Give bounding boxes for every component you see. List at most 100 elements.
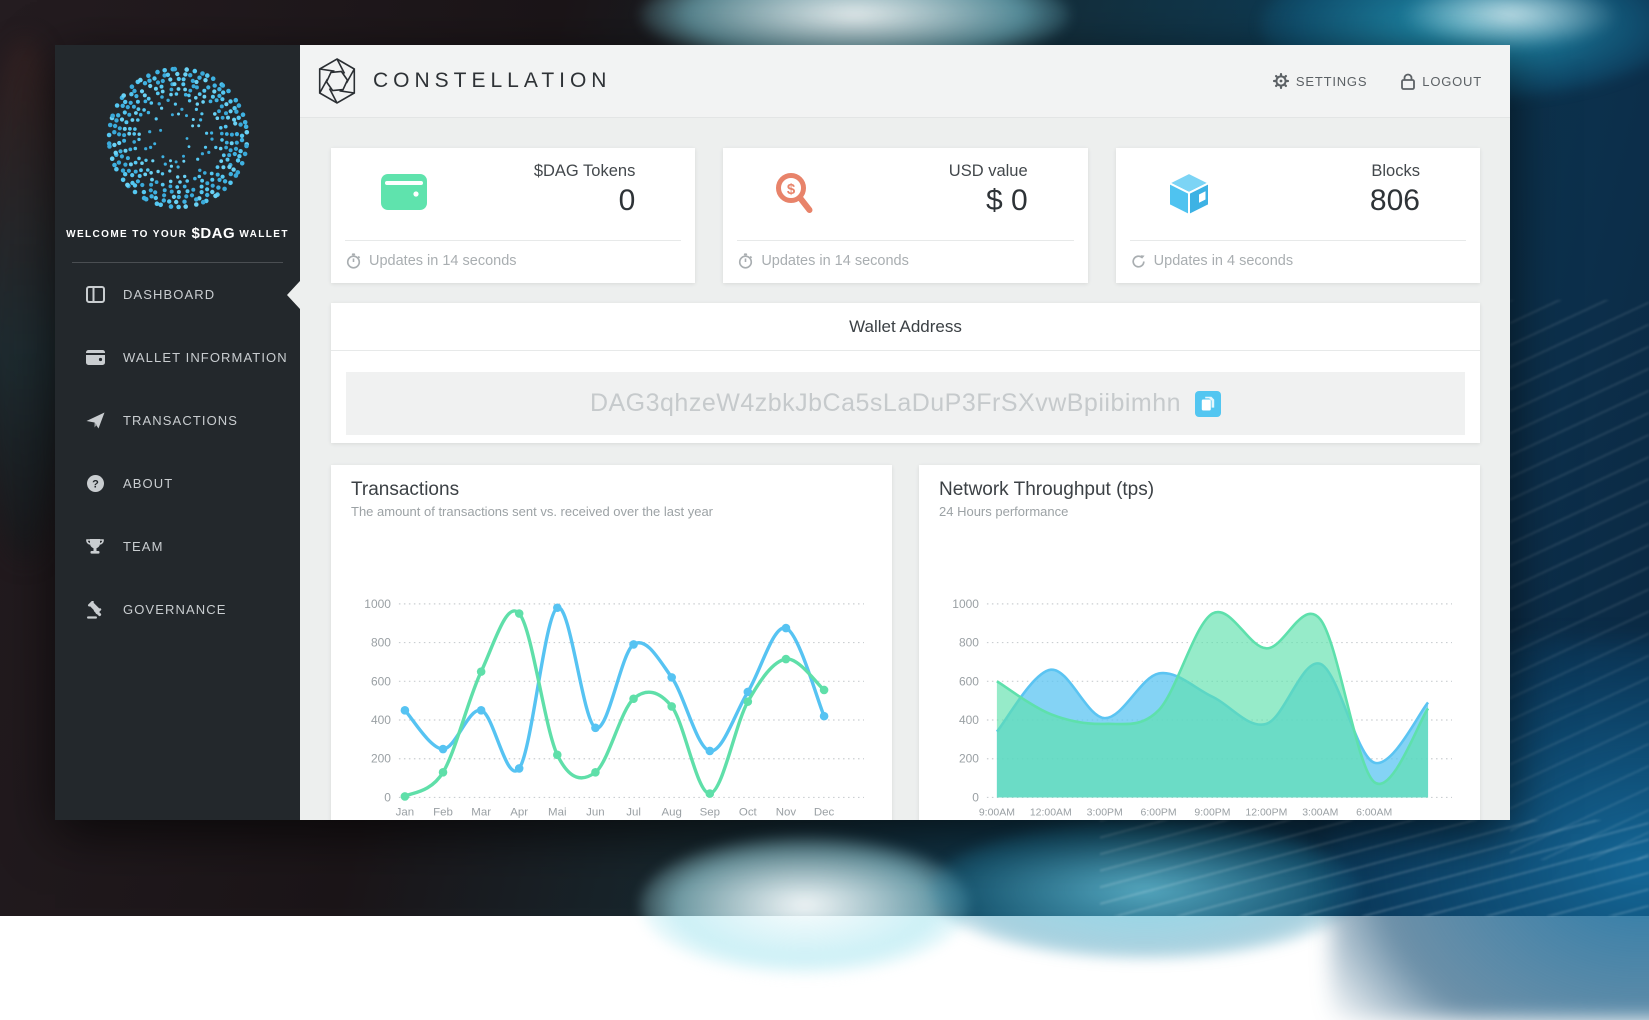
sidebar-item-label: TEAM bbox=[123, 539, 164, 554]
stat-value: 0 bbox=[534, 184, 636, 218]
dag-dotted-sphere-logo bbox=[103, 63, 253, 213]
welcome-suffix: WALLET bbox=[239, 229, 289, 240]
svg-text:1000: 1000 bbox=[364, 597, 391, 611]
sidebar-item-dashboard[interactable]: DASHBOARD bbox=[55, 263, 300, 326]
svg-text:9:00PM: 9:00PM bbox=[1194, 807, 1230, 818]
gavel-icon bbox=[85, 601, 105, 619]
throughput-chart-subtitle: 24 Hours performance bbox=[939, 504, 1460, 519]
throughput-chart-card: Network Throughput (tps) 24 Hours perfor… bbox=[919, 465, 1480, 820]
svg-text:600: 600 bbox=[371, 674, 391, 688]
svg-text:Feb: Feb bbox=[433, 806, 453, 818]
update-text: Updates in 4 seconds bbox=[1154, 253, 1293, 269]
sidebar-item-label: TRANSACTIONS bbox=[123, 413, 238, 428]
dashboard-scroll-area: $DAG Tokens 0 Updates in 14 seconds $ bbox=[300, 118, 1510, 820]
transactions-chart-subtitle: The amount of transactions sent vs. rece… bbox=[351, 504, 872, 519]
stat-label: USD value bbox=[949, 162, 1028, 181]
stopwatch-icon bbox=[738, 253, 753, 269]
stat-label: $DAG Tokens bbox=[534, 162, 636, 181]
svg-text:Oct: Oct bbox=[739, 806, 758, 818]
transactions-chart-card: Transactions The amount of transactions … bbox=[331, 465, 892, 820]
settings-label: SETTINGS bbox=[1296, 74, 1367, 89]
wallet-app-window: WELCOME TO YOUR $DAG WALLET DASHBOARD WA… bbox=[55, 45, 1510, 820]
sidebar-item-label: GOVERNANCE bbox=[123, 602, 226, 617]
sidebar: WELCOME TO YOUR $DAG WALLET DASHBOARD WA… bbox=[55, 45, 300, 820]
svg-text:$: $ bbox=[787, 181, 796, 198]
update-text: Updates in 14 seconds bbox=[761, 253, 909, 269]
svg-text:12:00PM: 12:00PM bbox=[1245, 807, 1287, 818]
sidebar-item-wallet-information[interactable]: WALLET INFORMATION bbox=[55, 326, 300, 389]
send-icon bbox=[85, 412, 105, 429]
svg-text:6:00PM: 6:00PM bbox=[1141, 807, 1177, 818]
update-text: Updates in 14 seconds bbox=[369, 253, 517, 269]
svg-text:3:00AM: 3:00AM bbox=[1302, 807, 1338, 818]
active-item-arrow bbox=[287, 281, 300, 309]
stat-card-usd-value: $ USD value $ 0 Updates in 14 seconds bbox=[723, 148, 1087, 283]
svg-text:200: 200 bbox=[959, 752, 979, 766]
svg-text:800: 800 bbox=[959, 636, 979, 650]
wallet-icon bbox=[381, 172, 427, 217]
svg-text:Aug: Aug bbox=[661, 806, 681, 818]
constellation-hexagon-logo bbox=[315, 57, 359, 105]
welcome-prefix: WELCOME TO YOUR bbox=[66, 229, 187, 240]
svg-text:Nov: Nov bbox=[776, 806, 797, 818]
svg-text:800: 800 bbox=[371, 636, 391, 650]
wallet-icon bbox=[85, 350, 105, 365]
logout-label: LOGOUT bbox=[1422, 74, 1482, 89]
svg-text:Mar: Mar bbox=[471, 806, 491, 818]
card-divider bbox=[331, 350, 1480, 351]
stat-card-dag-tokens: $DAG Tokens 0 Updates in 14 seconds bbox=[331, 148, 695, 283]
svg-text:12:00AM: 12:00AM bbox=[1030, 807, 1072, 818]
svg-text:6:00AM: 6:00AM bbox=[1356, 807, 1392, 818]
svg-text:9:00AM: 9:00AM bbox=[979, 807, 1015, 818]
sidebar-item-about[interactable]: ? ABOUT bbox=[55, 452, 300, 515]
stat-card-blocks: Blocks 806 Updates in 4 seconds bbox=[1116, 148, 1480, 283]
copy-address-button[interactable] bbox=[1195, 391, 1221, 417]
wave-lines-right bbox=[1510, 300, 1649, 860]
stopwatch-icon bbox=[346, 253, 361, 269]
sidebar-item-label: WALLET INFORMATION bbox=[123, 350, 288, 365]
wallet-address-value: DAG3qhzeW4zbkJbCa5sLaDuP3FrSXvwBpiibimhn bbox=[590, 389, 1181, 418]
wallet-address-card: Wallet Address DAG3qhzeW4zbkJbCa5sLaDuP3… bbox=[331, 303, 1480, 443]
svg-text:Apr: Apr bbox=[510, 806, 528, 818]
sidebar-item-team[interactable]: TEAM bbox=[55, 515, 300, 578]
question-icon: ? bbox=[85, 475, 105, 492]
refresh-icon bbox=[1131, 254, 1146, 269]
sidebar-menu: DASHBOARD WALLET INFORMATION TRANSACTION… bbox=[55, 263, 300, 641]
constellation-brand: CONSTELLATION bbox=[315, 57, 611, 105]
svg-text:Mai: Mai bbox=[548, 806, 566, 818]
svg-text:400: 400 bbox=[959, 713, 979, 727]
svg-text:1000: 1000 bbox=[952, 597, 979, 611]
svg-text:0: 0 bbox=[972, 790, 979, 804]
sidebar-item-label: ABOUT bbox=[123, 476, 173, 491]
dashboard-icon bbox=[85, 286, 105, 303]
logout-button[interactable]: LOGOUT bbox=[1401, 73, 1482, 90]
stat-value: $ 0 bbox=[949, 184, 1028, 218]
svg-text:0: 0 bbox=[384, 790, 391, 804]
sidebar-item-transactions[interactable]: TRANSACTIONS bbox=[55, 389, 300, 452]
svg-text:?: ? bbox=[92, 479, 99, 491]
trophy-icon bbox=[85, 538, 105, 555]
lock-icon bbox=[1401, 73, 1415, 90]
sidebar-item-label: DASHBOARD bbox=[123, 287, 215, 302]
transactions-chart-title: Transactions bbox=[351, 479, 872, 501]
svg-text:Dec: Dec bbox=[814, 806, 835, 818]
stat-value: 806 bbox=[1370, 184, 1420, 218]
settings-button[interactable]: SETTINGS bbox=[1273, 73, 1367, 89]
throughput-chart-title: Network Throughput (tps) bbox=[939, 479, 1460, 501]
svg-text:Jun: Jun bbox=[586, 806, 605, 818]
main-content: CONSTELLATION SETTINGS LOGOUT bbox=[300, 45, 1510, 820]
gear-icon bbox=[1273, 73, 1289, 89]
wallet-address-title: Wallet Address bbox=[331, 303, 1480, 337]
copy-icon bbox=[1201, 396, 1215, 411]
svg-text:3:00PM: 3:00PM bbox=[1087, 807, 1123, 818]
wallet-address-box: DAG3qhzeW4zbkJbCa5sLaDuP3FrSXvwBpiibimhn bbox=[346, 372, 1465, 435]
svg-text:Jan: Jan bbox=[396, 806, 415, 818]
svg-text:200: 200 bbox=[371, 752, 391, 766]
sidebar-item-governance[interactable]: GOVERNANCE bbox=[55, 578, 300, 641]
svg-text:Sep: Sep bbox=[700, 806, 720, 818]
dag-brand: $DAG bbox=[192, 225, 236, 242]
card-divider bbox=[1130, 240, 1466, 241]
card-divider bbox=[737, 240, 1073, 241]
